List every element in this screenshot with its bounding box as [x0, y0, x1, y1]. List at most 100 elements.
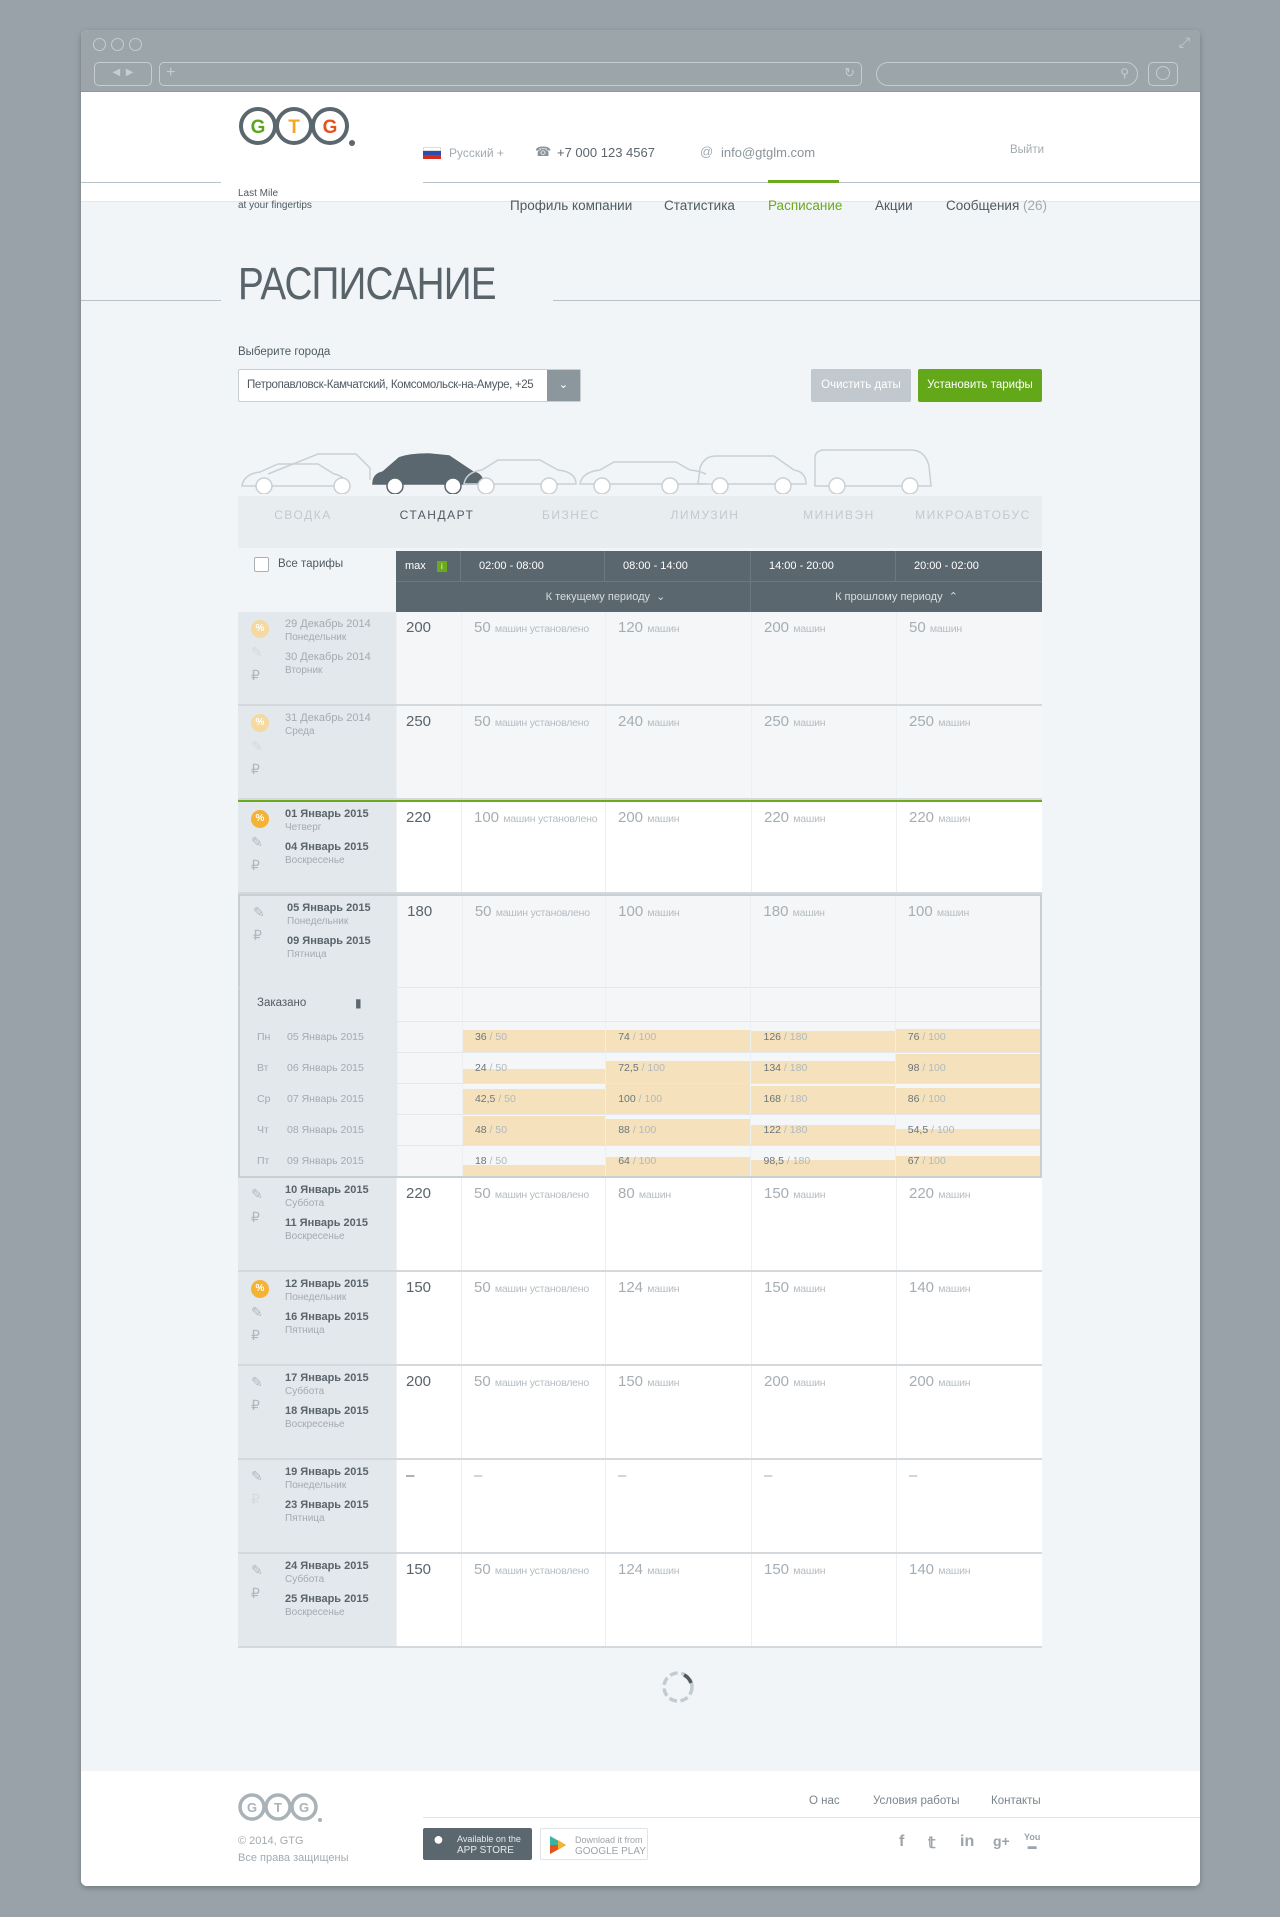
slot-cell[interactable]: – [461, 1460, 605, 1552]
footer-link-terms[interactable]: Условия работы [873, 1795, 960, 1807]
slot-cell[interactable]: – [605, 1460, 751, 1552]
slot-cell[interactable]: 50 машин установлено [461, 1178, 605, 1270]
extension-button[interactable] [1148, 62, 1178, 86]
ruble-icon[interactable]: ₽ [251, 1585, 260, 1601]
pencil-icon[interactable]: ✎ [251, 1304, 263, 1320]
vehicle-tab-label[interactable]: МИНИВЭН [803, 508, 875, 522]
booked-cell[interactable]: 88 / 100 [605, 1115, 751, 1145]
vehicle-tab-5[interactable] [694, 438, 809, 499]
booked-cell[interactable]: 54,5 / 100 [894, 1115, 1041, 1145]
vehicle-tab-3[interactable] [460, 438, 577, 499]
booked-cell[interactable]: 42,5 / 50 [461, 1084, 606, 1114]
slot-cell[interactable]: 120 машин [605, 612, 751, 704]
vehicle-tab-label[interactable]: СВОДКА [274, 508, 332, 522]
booked-cell[interactable]: 74 / 100 [605, 1022, 751, 1052]
pencil-icon[interactable]: ✎ [251, 1562, 263, 1578]
booked-cell[interactable]: 67 / 100 [894, 1146, 1041, 1176]
address-bar[interactable]: + ↻ [159, 62, 862, 86]
slot-cell[interactable]: 100 машин [605, 896, 750, 987]
slot-cell[interactable]: 50 машин установлено [461, 896, 605, 987]
slot-cell[interactable]: 50 машин установлено [461, 612, 605, 704]
slot-cell[interactable]: 200 машин [751, 612, 896, 704]
clear-dates-button[interactable]: Очистить даты [811, 369, 911, 402]
language-selector[interactable]: Русский + [449, 146, 504, 160]
pencil-icon[interactable]: ✎ [251, 1468, 263, 1484]
slot-cell[interactable]: 50 машин [896, 612, 1042, 704]
logout-link[interactable]: Выйти [1010, 144, 1045, 156]
booked-cell[interactable]: 72,5 / 100 [605, 1053, 751, 1083]
twitter-icon[interactable]: 𝕥 [928, 1835, 936, 1852]
chevron-down-icon[interactable]: ⌄ [547, 370, 580, 401]
pencil-icon[interactable]: ✎ [251, 644, 263, 660]
footer-link-about[interactable]: О нас [809, 1795, 840, 1807]
vehicle-tab-4[interactable] [576, 438, 713, 499]
ruble-icon[interactable]: ₽ [251, 1327, 260, 1343]
pencil-icon[interactable]: ✎ [251, 738, 263, 754]
booked-cell[interactable]: 98 / 100 [894, 1053, 1041, 1083]
slot-cell[interactable]: 150 машин [751, 1272, 896, 1364]
booked-cell[interactable]: 100 / 100 [605, 1084, 751, 1114]
booked-cell[interactable]: 64 / 100 [605, 1146, 751, 1176]
slot-cell[interactable]: 124 машин [605, 1554, 751, 1646]
slot-cell[interactable]: 250 машин [896, 706, 1042, 798]
slot-cell[interactable]: 50 машин установлено [461, 1272, 605, 1364]
slot-cell[interactable]: 200 машин [896, 1366, 1042, 1458]
window-zoom-button[interactable] [129, 38, 142, 51]
vehicle-tab-label[interactable]: БИЗНЕС [541, 508, 601, 522]
slot-cell[interactable]: 140 машин [896, 1554, 1042, 1646]
pencil-icon[interactable]: ✎ [251, 834, 263, 850]
ruble-icon[interactable]: ₽ [251, 857, 260, 873]
nav-company-profile[interactable]: Профиль компании [510, 198, 633, 213]
ruble-icon[interactable]: ₽ [253, 927, 262, 943]
slot-cell[interactable]: 124 машин [605, 1272, 751, 1364]
slot-cell[interactable]: 150 машин [751, 1178, 896, 1270]
logo[interactable]: G T G [238, 106, 368, 155]
pencil-icon[interactable]: ✎ [251, 1186, 263, 1202]
to-previous-period-button[interactable]: К прошлому периоду ⌃ [751, 581, 1042, 612]
vehicle-tab-2[interactable] [369, 438, 484, 499]
reload-icon[interactable]: ↻ [844, 65, 855, 80]
app-store-badge[interactable]: ● Available on the APP STORE [423, 1828, 532, 1860]
linkedin-icon[interactable]: in [960, 1833, 975, 1850]
email-link[interactable]: info@gtglm.com [721, 145, 816, 160]
new-tab-icon[interactable]: + [166, 64, 176, 81]
all-tariffs-checkbox[interactable] [254, 557, 269, 572]
vehicle-tab-1[interactable] [238, 438, 371, 499]
booked-cell[interactable]: 24 / 50 [461, 1053, 606, 1083]
booked-cell[interactable]: 18 / 50 [461, 1146, 606, 1176]
ruble-icon[interactable]: ₽ [251, 761, 260, 777]
footer-link-contacts[interactable]: Контакты [991, 1795, 1041, 1807]
slot-cell[interactable]: – [896, 1460, 1042, 1552]
slot-cell[interactable]: 150 машин [751, 1554, 896, 1646]
ruble-icon[interactable]: ₽ [251, 1491, 260, 1507]
slot-cell[interactable]: 150 машин [605, 1366, 751, 1458]
slot-cell[interactable]: 200 машин [605, 802, 751, 892]
info-icon[interactable]: i [436, 561, 447, 572]
google-play-badge[interactable]: Download it from GOOGLE PLAY [540, 1828, 648, 1860]
slot-cell[interactable]: 200 машин [751, 1366, 896, 1458]
ruble-icon[interactable]: ₽ [251, 1209, 260, 1225]
slot-cell[interactable]: 220 машин [896, 1178, 1042, 1270]
to-current-period-button[interactable]: К текущему периоду ⌄ [396, 581, 751, 612]
window-minimize-button[interactable] [111, 38, 124, 51]
slot-cell[interactable]: 50 машин установлено [461, 1366, 605, 1458]
booked-cell[interactable]: 36 / 50 [461, 1022, 606, 1052]
slot-cell[interactable]: 240 машин [605, 706, 751, 798]
booked-cell[interactable]: 98,5 / 180 [750, 1146, 895, 1176]
slot-cell[interactable]: 80 машин [605, 1178, 751, 1270]
pencil-icon[interactable]: ✎ [253, 904, 265, 920]
booked-cell[interactable]: 122 / 180 [750, 1115, 895, 1145]
window-close-button[interactable] [93, 38, 106, 51]
booked-cell[interactable]: 134 / 180 [750, 1053, 895, 1083]
slot-cell[interactable]: 50 машин установлено [461, 1554, 605, 1646]
bar-chart-icon[interactable]: ▮ [355, 996, 362, 1010]
vehicle-tab-label[interactable]: МИКРОАВТОБУС [915, 508, 1031, 522]
slot-cell[interactable]: – [751, 1460, 896, 1552]
search-bar[interactable]: ⚲ [876, 62, 1138, 86]
ruble-icon[interactable]: ₽ [251, 1397, 260, 1413]
slot-cell[interactable]: 50 машин установлено [461, 706, 605, 798]
facebook-icon[interactable]: f [899, 1833, 905, 1850]
vehicle-tab-label[interactable]: СТАНДАРТ [399, 508, 475, 522]
set-tariffs-button[interactable]: Установить тарифы [918, 369, 1042, 402]
booked-cell[interactable]: 76 / 100 [894, 1022, 1041, 1052]
